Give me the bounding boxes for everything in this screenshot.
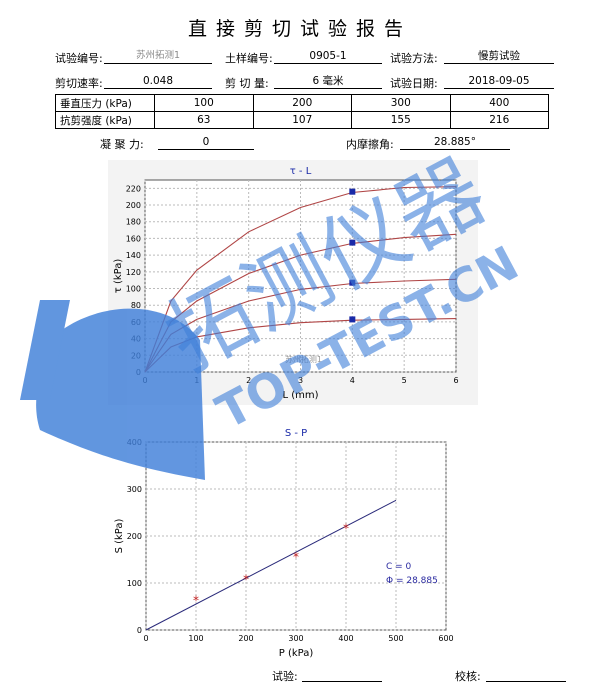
date-label: 试验日期: [390,77,438,90]
x-tick-label: 6 [453,376,458,385]
x-tick-label: 600 [438,634,453,643]
watermark-swoosh-small [20,300,70,400]
table-row: 抗剪强度 (kPa) 63 107 155 216 [55,111,549,129]
table-row: 垂直压力 (kPa) 100 200 300 400 [55,94,549,112]
s-p-chart-svg: 0 100 200 300 400 500 600 0 100 200 300 400 S - P P (… [108,420,468,665]
test-no-label: 试验编号: [55,52,103,65]
y-tick-label: 120 [126,268,141,277]
method-label: 试验方法: [390,52,438,65]
x-tick-label: 4 [350,376,355,385]
y-axis-label: S (kPa) [114,518,125,553]
strength-label: 抗剪强度 (kPa) [55,111,155,129]
x-tick-label: 200 [238,634,253,643]
strength-cell: 216 [449,111,549,129]
pressure-cell: 200 [252,94,352,112]
x-axis-label: P (kPa) [279,648,314,659]
y-tick-label: 80 [131,301,141,310]
x-axis-label: L (mm) [282,390,318,401]
friction-label: 内摩擦角: [346,138,394,151]
pressure-cell: 300 [351,94,451,112]
y-tick-label: 220 [126,184,141,193]
x-tick-label: 0 [142,376,147,385]
results-table: 垂直压力 (kPa) 100 200 300 400 抗剪强度 (kPa) 63… [55,94,549,129]
fit-line [145,499,397,631]
check-sign-label: 校核: [455,670,481,683]
x-tick-label: 300 [288,634,303,643]
data-point: * [243,573,249,587]
s-p-chart: 0 100 200 300 400 500 600 0 100 200 300 400 S - P P (… [108,420,468,665]
test-no-value: 苏州拓测1 [104,49,212,64]
y-tick-label: 0 [137,626,142,635]
x-tick-label: 3 [298,376,303,385]
y-tick-label: 200 [126,201,141,210]
chart-tag: 苏州拓测1 [285,354,322,364]
y-axis-label: τ (kPa) [113,259,124,294]
y-tick-label: 180 [126,218,141,227]
pressure-label: 垂直压力 (kPa) [55,94,155,112]
data-point: * [193,593,199,607]
y-tick-label: 0 [136,368,141,377]
rate-label: 剪切速率: [55,77,103,90]
sample-no-label: 土样编号: [225,52,273,65]
x-tick-label: 500 [388,634,403,643]
x-tick-label: 0 [143,634,148,643]
x-tick-label: 1 [194,376,199,385]
test-sign-label: 试验: [272,670,298,683]
friction-value: 28.885° [400,135,510,150]
amount-label: 剪 切 量: [225,77,269,90]
strength-cell: 155 [351,111,451,129]
report-title: 直接剪切试验报告 [187,18,412,40]
pressure-cell: 100 [154,94,254,112]
y-tick-label: 160 [126,234,141,243]
y-tick-label: 60 [131,318,141,327]
x-tick-label: 2 [246,376,251,385]
method-value: 慢剪试验 [444,49,554,64]
y-tick-label: 40 [131,335,141,344]
series-line [144,186,457,373]
chart-title: τ - L [290,166,312,177]
data-marker [349,188,356,195]
cohesion-label: 凝 聚 力: [100,138,144,151]
data-point: * [343,521,349,535]
tau-l-chart: 0 1 2 3 4 5 6 0 20 40 60 80 100 120 140 160 180 200 220 τ -… [108,160,478,405]
y-tick-label: 400 [127,438,142,447]
data-marker [349,279,356,286]
y-tick-label: 300 [127,485,142,494]
amount-value: 6 毫米 [274,74,382,89]
y-tick-label: 140 [126,251,141,260]
data-marker [349,239,356,246]
strength-cell: 63 [154,111,254,129]
pressure-cell: 400 [449,94,549,112]
strength-cell: 107 [252,111,352,129]
rate-value: 0.048 [104,74,212,89]
test-sign-line [302,681,382,682]
date-value: 2018-09-05 [444,74,554,89]
sample-no-value: 0905-1 [274,49,382,64]
cohesion-value: 0 [158,135,254,150]
chart-title: S - P [285,428,307,439]
y-tick-label: 200 [127,532,142,541]
x-tick-label: 100 [188,634,203,643]
x-tick-label: 400 [338,634,353,643]
x-tick-label: 5 [402,376,407,385]
y-tick-label: 100 [127,579,142,588]
annotation-phi: Φ = 28.885 [386,576,438,586]
data-point: * [293,550,299,564]
data-marker [349,316,356,323]
annotation-c: C = 0 [386,562,412,572]
check-sign-line [486,681,566,682]
y-tick-label: 100 [126,285,141,294]
y-tick-label: 20 [131,351,141,360]
